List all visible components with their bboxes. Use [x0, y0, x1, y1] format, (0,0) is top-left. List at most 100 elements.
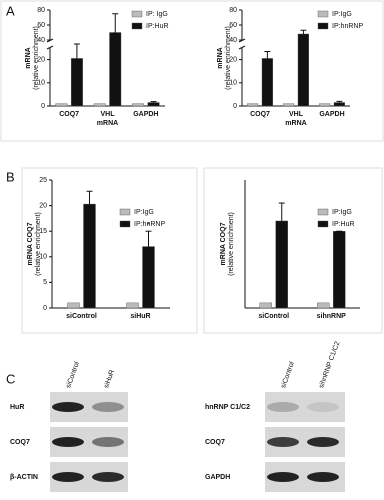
legend-swatch [119, 208, 131, 216]
bar [109, 32, 122, 107]
bar [132, 103, 145, 107]
y-tick-label: 40 [229, 37, 237, 44]
panel-frame [0, 0, 384, 142]
x-tick-label: COQ7 [59, 111, 79, 118]
y-tick-label: 0 [233, 103, 237, 110]
y-tick-label: 10 [229, 80, 237, 87]
bar [70, 58, 83, 107]
bar [259, 302, 272, 309]
blot-band [52, 437, 84, 447]
blot-band [92, 472, 124, 482]
bar [261, 58, 274, 107]
panel-frame [21, 167, 198, 334]
x-tick-label: sihnRNP [317, 313, 347, 320]
x-tick-label: siControl [258, 313, 289, 320]
blot-band [307, 472, 339, 482]
legend-label: IP:IgG [332, 11, 352, 18]
row-label: COQ7 [205, 439, 225, 446]
y-axis-label: (relative enrichment) [225, 26, 232, 90]
x-tick-label: VHL [101, 111, 116, 118]
y-axis-label: mRNA COQ7 [220, 222, 227, 265]
legend-label: IP: IgG [146, 11, 168, 18]
legend-label: IP:HuR [146, 23, 169, 30]
bar [317, 302, 330, 309]
bar [275, 220, 288, 309]
x-axis-label: mRNA [97, 120, 118, 127]
panel-letter: B [6, 169, 15, 184]
y-tick-label: 60 [37, 22, 45, 29]
bar [333, 102, 346, 107]
y-tick-label: 10 [37, 80, 45, 87]
row-label: COQ7 [10, 439, 30, 446]
lane-label: siHuR [103, 369, 116, 389]
blot-band [52, 402, 84, 412]
legend-label: IP:HuR [332, 221, 355, 228]
bar [246, 103, 259, 107]
legend-swatch [317, 10, 329, 18]
blot-strip [265, 392, 345, 422]
y-axis-label: (relative enrichment) [33, 26, 40, 90]
blot-band [52, 472, 84, 482]
row-label: GAPDH [205, 474, 230, 481]
legend-label: IP:hnRNP [332, 23, 363, 30]
y-axis-label: mRNA [217, 47, 224, 68]
bar [333, 230, 346, 309]
bar [297, 33, 310, 107]
y-tick-label: 80 [229, 7, 237, 14]
bar [283, 103, 295, 107]
bar [55, 103, 68, 107]
x-tick-label: siHuR [130, 313, 150, 320]
x-tick-label: VHL [289, 111, 304, 118]
bar [83, 203, 96, 309]
row-label: β-ACTIN [10, 474, 38, 481]
legend-label: IP:hnRNP [134, 221, 165, 228]
bar [126, 302, 139, 309]
legend-swatch [131, 10, 143, 18]
x-tick-label: siControl [66, 313, 97, 320]
legend-swatch [317, 22, 329, 30]
row-label: hnRNP C1/C2 [205, 404, 250, 411]
lane-label: siControl [65, 361, 81, 390]
x-tick-label: COQ7 [250, 111, 270, 118]
y-tick-label: 0 [41, 103, 45, 110]
legend-label: IP:IgG [332, 209, 352, 216]
bar [142, 246, 155, 309]
lane-label: sihnRNP C1/C2 [318, 341, 341, 390]
y-tick-label: 15 [39, 228, 47, 235]
x-axis-label: mRNA [285, 120, 306, 127]
blot-band [92, 402, 124, 412]
panel-letter: C [6, 371, 15, 386]
y-axis-label: (relative enrichment) [35, 212, 42, 276]
row-label: HuR [10, 404, 24, 411]
x-tick-label: GAPDH [319, 111, 344, 118]
axis-break [238, 45, 246, 50]
y-tick-label: 25 [39, 177, 47, 184]
y-tick-label: 60 [229, 22, 237, 29]
blot-band [267, 437, 299, 447]
bar [93, 103, 106, 107]
panel-frame [203, 167, 383, 334]
legend-swatch [317, 208, 329, 216]
panel-letter: A [6, 3, 15, 18]
y-tick-label: 40 [37, 37, 45, 44]
annotation: * [147, 222, 150, 229]
legend-label: IP:IgG [134, 209, 154, 216]
blot-band [267, 402, 299, 412]
y-tick-label: 20 [229, 56, 237, 63]
blot-band [92, 437, 124, 447]
y-tick-label: 20 [39, 202, 47, 209]
y-tick-label: 20 [37, 56, 45, 63]
bar [147, 102, 160, 107]
legend-swatch [119, 220, 131, 228]
bar [67, 302, 80, 309]
axis-break [46, 45, 54, 50]
y-axis-label: mRNA [25, 47, 32, 68]
y-tick-label: 0 [43, 305, 47, 312]
y-tick-label: 5 [43, 279, 47, 286]
y-axis-label: mRNA COQ7 [27, 222, 34, 265]
blot-band [307, 402, 339, 412]
blot-band [267, 472, 299, 482]
y-tick-label: 80 [37, 7, 45, 14]
x-tick-label: GAPDH [133, 111, 158, 118]
